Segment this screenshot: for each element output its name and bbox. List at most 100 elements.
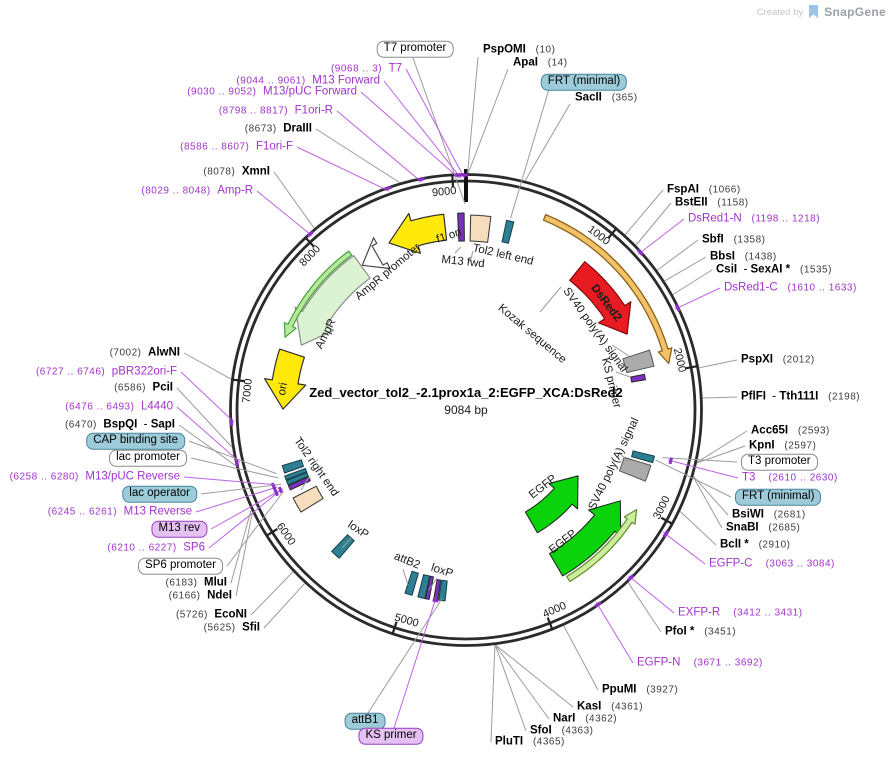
label-pfoi[interactable]: PfoI * (3451)	[665, 626, 736, 638]
label-lac-operator[interactable]: lac operator	[122, 485, 197, 503]
label-xmni[interactable]: (8078) XmnI	[203, 166, 270, 178]
label-t3[interactable]: T3 (2610 .. 2630)	[742, 472, 838, 484]
feature-leader-line	[454, 246, 462, 254]
label-fspai[interactable]: FspAI (1066)	[667, 184, 741, 196]
feature-prox1a-arc[interactable]	[542, 213, 673, 365]
feature-label-ori[interactable]: ori	[276, 382, 290, 397]
label-cap-binding-site[interactable]: CAP binding site	[86, 432, 185, 450]
feature-sv40-polya-1[interactable]	[622, 349, 655, 374]
label-econi[interactable]: (5726) EcoNI	[176, 609, 247, 621]
feature-ks-primer-mark-1[interactable]	[630, 373, 646, 383]
feature-ampr[interactable]	[294, 254, 371, 346]
feature-frt-mark-2[interactable]	[631, 450, 655, 464]
label-exfp-r[interactable]: EXFP-R (3412 .. 3431)	[678, 607, 803, 619]
feature-label-kozak-sequence[interactable]: Kozak sequence	[496, 302, 569, 366]
label-bbsi[interactable]: BbsI (1438)	[710, 251, 777, 263]
label-pspxi[interactable]: PspXI (2012)	[741, 354, 815, 366]
feature-label-attb2[interactable]: attB2	[392, 550, 421, 571]
label-alwni[interactable]: (7002) AlwNI	[110, 347, 180, 359]
feature-m13-fwd-mark[interactable]	[457, 212, 465, 242]
feature-egfp-overlay[interactable]	[566, 509, 638, 583]
leader-line	[635, 202, 672, 246]
label-egfp-c[interactable]: EGFP-C (3063 .. 3084)	[709, 558, 835, 570]
feature-m13puc-rev-mark[interactable]	[284, 468, 308, 481]
label-ndei[interactable]: (6166) NdeI	[169, 590, 232, 602]
feature-f1-ori[interactable]	[388, 212, 448, 254]
label-part: KasI	[577, 700, 602, 713]
label-sfii[interactable]: (5625) SfiI	[204, 622, 260, 634]
feature-sv40-polya-2[interactable]	[618, 456, 652, 482]
feature-attb2-mark[interactable]	[404, 570, 419, 596]
leader-line	[383, 80, 462, 179]
label-part: PluTI	[495, 735, 524, 748]
feature-dsred2[interactable]	[569, 261, 632, 335]
label-dsred1-n[interactable]: DsRed1-N (1198 .. 1218)	[688, 213, 820, 225]
label-part: CsiI	[716, 263, 738, 276]
label-part: (5726)	[175, 609, 215, 621]
label-m13-rev[interactable]: M13 rev	[151, 520, 207, 538]
label-bsiwi[interactable]: BsiWI (2681)	[732, 509, 806, 521]
label-draiii[interactable]: (8673) DraIII	[245, 123, 312, 135]
label-kasi[interactable]: KasI (4361)	[577, 701, 643, 713]
feature-ampr-overlay[interactable]	[283, 250, 353, 338]
feature-egfp-inner[interactable]	[524, 475, 579, 534]
feature-lac-operator-mark[interactable]	[285, 472, 309, 486]
label-pbr322ori-f[interactable]: (6727 .. 6746) pBR322ori-F	[36, 366, 177, 378]
label-pcii[interactable]: (6586) PciI	[114, 382, 173, 394]
label-m13-forward[interactable]: (9044 .. 9061) M13 Forward	[236, 75, 380, 87]
label-pluti[interactable]: PluTI (4365)	[495, 736, 565, 748]
feature-loxp-mark-2a[interactable]	[417, 574, 431, 600]
label-dsred1-c[interactable]: DsRed1-C (1610 .. 1633)	[724, 282, 857, 294]
feature-cap-mark[interactable]	[281, 459, 304, 474]
label-frt-minimal-2[interactable]: FRT (minimal)	[735, 488, 822, 506]
label-apai[interactable]: ApaI (14)	[513, 57, 568, 69]
label-bspqi-sapi[interactable]: (6470) BspQI - SapI	[65, 419, 175, 431]
label-sp6-promoter[interactable]: SP6 promoter	[138, 557, 223, 575]
label-kpni[interactable]: KpnI (2597)	[749, 440, 816, 452]
label-m13-puc-reverse[interactable]: (6258 .. 6280) M13/pUC Reverse	[10, 471, 180, 483]
feature-leader-line	[539, 286, 562, 313]
label-mlui[interactable]: (6183) MluI	[166, 577, 227, 589]
feature-tol2-left-end[interactable]	[469, 214, 492, 243]
leader-line	[190, 457, 279, 479]
feature-ampr-promoter[interactable]	[361, 237, 391, 270]
label-lac-promoter[interactable]: lac promoter	[109, 449, 187, 467]
label-f1ori-f[interactable]: (8586 .. 8607) F1ori-F	[180, 141, 293, 153]
label-pspomi[interactable]: PspOMI (10)	[483, 44, 555, 56]
label-sbfi[interactable]: SbfI (1358)	[702, 234, 765, 246]
label-csii-sexai[interactable]: CsiI - SexAI * (1535)	[716, 264, 832, 276]
label-sacii[interactable]: SacII (365)	[575, 92, 638, 104]
label-t7[interactable]: (9068 .. 3) T7	[331, 63, 402, 75]
feature-frt-mark-1[interactable]	[501, 219, 515, 244]
label-ppumi[interactable]: PpuMI (3927)	[602, 684, 678, 696]
label-acc65i[interactable]: Acc65I (2593)	[751, 425, 830, 437]
label-sp6[interactable]: (6210 .. 6227) SP6	[107, 542, 205, 554]
feature-loxp-mark-2b[interactable]	[425, 575, 434, 600]
primer-site-mark	[384, 185, 393, 191]
label-bsteii[interactable]: BstEII (1158)	[675, 197, 749, 209]
label-m13-puc-forward[interactable]: (9030 .. 9052) M13/pUC Forward	[187, 86, 357, 98]
label-m13-reverse[interactable]: (6245 .. 6261) M13 Reverse	[48, 506, 192, 518]
feature-label-m13-fwd[interactable]: M13 fwd	[441, 254, 485, 270]
label-snabi[interactable]: SnaBI (2685)	[726, 522, 800, 534]
label-bcli[interactable]: BclI * (2910)	[720, 539, 791, 551]
label-part: BclI *	[720, 538, 749, 551]
label-t3-promoter[interactable]: T3 promoter	[741, 453, 818, 471]
label-ks-primer[interactable]: KS primer	[358, 727, 424, 745]
label-egfp-n[interactable]: EGFP-N (3671 .. 3692)	[637, 657, 763, 669]
label-part: (10)	[525, 44, 556, 56]
label-nari[interactable]: NarI (4362)	[553, 713, 617, 725]
label-l4440[interactable]: (6476 .. 6493) L4440	[65, 401, 173, 413]
label-sfoi[interactable]: SfoI (4363)	[530, 725, 593, 737]
label-part: (6166)	[168, 590, 208, 602]
label-amp-r[interactable]: (8029 .. 8048) Amp-R	[141, 185, 253, 197]
feature-tol2-right-end[interactable]	[292, 485, 324, 513]
feature-egfp-outer[interactable]	[549, 500, 622, 577]
feature-ori[interactable]	[264, 348, 307, 410]
label-pflfi-tth111i[interactable]: PflFI - Tth111I (2198)	[741, 391, 860, 403]
feature-attb1-mark[interactable]	[438, 579, 448, 602]
leader-line	[563, 625, 599, 691]
label-t7-promoter[interactable]: T7 promoter	[376, 40, 454, 58]
label-frt-minimal-1[interactable]: FRT (minimal)	[540, 73, 628, 91]
label-f1ori-r[interactable]: (8798 .. 8817) F1ori-R	[219, 105, 333, 117]
